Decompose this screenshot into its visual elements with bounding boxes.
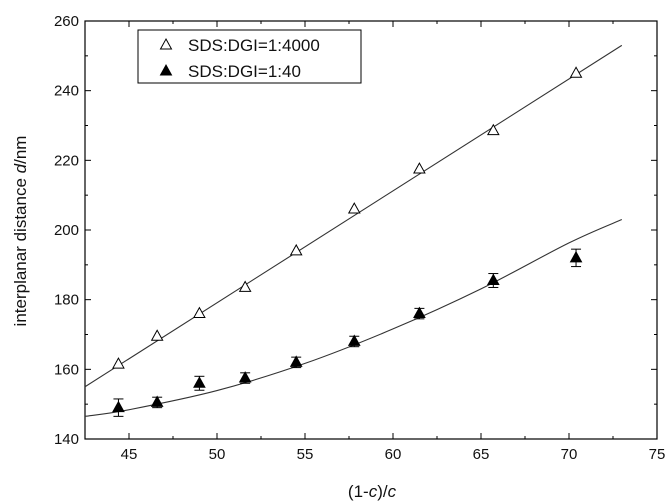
y-tick-label: 180: [54, 292, 79, 309]
legend-box: [137, 29, 362, 84]
x-tick-label: 55: [297, 446, 314, 463]
legend-label-series-1: SDS:DGI=1:4000: [188, 36, 320, 55]
data-point-series-1: [289, 243, 303, 256]
y-tick-label: 240: [54, 83, 79, 100]
ticks: 45 50 55 60 65 70 75 140 160 180 200 220 240 260: [54, 13, 665, 463]
legend: SDS:DGI=1:4000 SDS:DGI=1:40: [137, 29, 362, 84]
x-tick-label: 70: [561, 446, 578, 463]
y-tick-label: 160: [54, 361, 79, 378]
legend-marker-series-2: [159, 64, 173, 76]
x-tick-label: 60: [385, 446, 402, 463]
data-points: [112, 66, 583, 417]
y-tick-label: 200: [54, 222, 79, 239]
legend-label-series-2: SDS:DGI=1:40: [188, 62, 301, 81]
data-point-series-1: [238, 280, 252, 292]
y-tick-label: 260: [54, 13, 79, 30]
data-point-series-1: [112, 357, 125, 369]
data-point-series-1: [486, 123, 500, 136]
data-point-series-2: [486, 273, 500, 285]
y-axis-title: interplanar distance d/nm: [11, 136, 30, 327]
y-tick-label: 220: [54, 152, 79, 169]
data-point-series-2: [150, 395, 164, 407]
x-tick-label: 45: [121, 446, 138, 463]
y-tick-label: 140: [54, 431, 79, 448]
plot-frame: [84, 20, 658, 440]
data-point-series-1: [569, 66, 583, 78]
axes: [84, 20, 658, 440]
data-point-series-2: [193, 376, 206, 388]
data-point-series-1: [193, 306, 206, 319]
legend-marker-series-1: [159, 38, 173, 50]
data-point-series-2: [413, 306, 426, 319]
x-tick-label: 75: [649, 446, 666, 463]
fit-lines: [84, 44, 623, 417]
fit-line-series-2: [84, 219, 623, 417]
data-point-series-1: [413, 162, 426, 174]
data-point-series-2: [112, 400, 125, 413]
fit-line-series-1: [84, 44, 623, 388]
data-point-series-1: [347, 202, 361, 214]
x-axis-title: (1-c)/c: [348, 482, 397, 501]
data-point-series-1: [150, 329, 164, 341]
data-point-series-2: [347, 334, 361, 346]
x-tick-label: 50: [209, 446, 226, 463]
data-point-series-2: [569, 250, 583, 263]
data-point-series-2: [238, 371, 252, 383]
data-point-series-2: [289, 355, 303, 367]
x-tick-label: 65: [473, 446, 490, 463]
